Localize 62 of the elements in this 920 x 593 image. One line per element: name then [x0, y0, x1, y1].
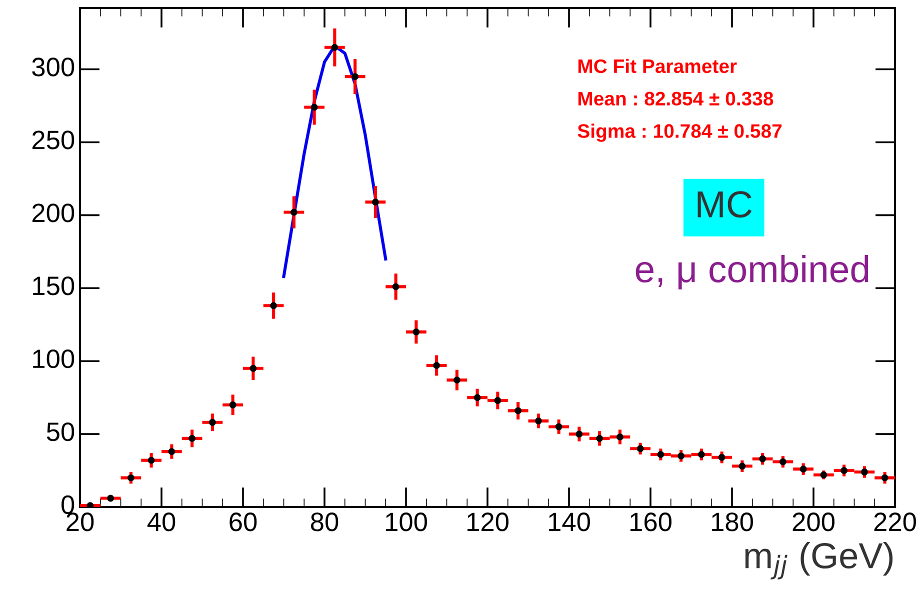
x-axis-title: m$_{jj}$ (GeV): [745, 542, 893, 580]
point: [494, 397, 502, 404]
point: [392, 283, 400, 290]
y-tick-label: 100: [33, 349, 74, 368]
point: [657, 451, 664, 458]
point: [229, 401, 236, 408]
annotation: e, μ combined: [636, 254, 868, 290]
point: [555, 423, 562, 430]
point: [738, 462, 746, 470]
annotation: MC Fit Parameter: [578, 58, 737, 74]
point: [148, 456, 155, 464]
x-tick-label: 160: [630, 512, 672, 532]
annotation: Mean : 82.854 ± 0.338: [578, 92, 774, 106]
point: [433, 362, 440, 369]
point: [331, 44, 338, 51]
point: [127, 474, 134, 482]
point: [779, 458, 786, 466]
point: [678, 452, 685, 460]
point: [250, 364, 257, 372]
point: [534, 417, 542, 424]
point: [290, 208, 298, 216]
y-tick-label: 200: [32, 204, 74, 222]
x-tick-label: 220: [874, 512, 916, 532]
point: [107, 494, 114, 502]
point: [412, 328, 420, 336]
x-tick-label: 40: [147, 512, 176, 532]
x-tick-label: 20: [66, 512, 94, 532]
point: [474, 394, 481, 402]
point: [310, 104, 318, 111]
point: [636, 445, 644, 452]
x-tick-label: 100: [386, 512, 427, 532]
point: [698, 451, 705, 458]
x-tick-label: 180: [712, 512, 753, 532]
y-tick-label: 50: [46, 422, 74, 442]
point: [168, 448, 176, 456]
point: [514, 407, 522, 414]
y-tick-label: 250: [32, 130, 74, 150]
point: [453, 376, 460, 384]
y-tick-label: 0: [61, 495, 74, 514]
y-tick-label: 150: [33, 276, 74, 296]
point: [208, 418, 216, 426]
point: [860, 468, 868, 476]
point: [616, 433, 624, 440]
annotation: MC: [698, 191, 752, 218]
point: [881, 474, 888, 482]
point: [372, 198, 379, 206]
x-tick-label: 80: [310, 512, 338, 532]
x-tick-label: 60: [230, 512, 257, 532]
point: [352, 73, 359, 80]
point: [188, 434, 196, 442]
x-tick-label: 120: [468, 512, 508, 532]
x-tick-label: 140: [549, 512, 590, 532]
x-tick-label: 200: [792, 512, 834, 532]
annotation: Sigma : 10.784 ± 0.587: [578, 124, 782, 142]
point: [576, 430, 583, 438]
point: [270, 302, 278, 310]
y-tick-label: 300: [32, 58, 74, 76]
point: [759, 455, 766, 462]
point: [596, 434, 604, 442]
point: [800, 466, 807, 473]
point: [718, 454, 726, 461]
point: [840, 467, 848, 474]
